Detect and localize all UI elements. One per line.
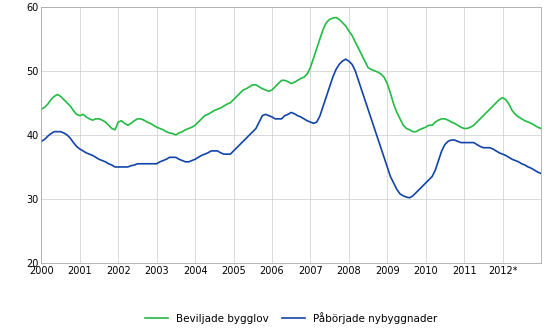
Påbörjade nybyggnader: [105, 162, 112, 166]
Påbörjade nybyggnader: [256, 120, 262, 124]
Påbörjade nybyggnader: [406, 196, 413, 200]
Beviljade bygglov: [333, 15, 339, 19]
Beviljade bygglov: [550, 111, 552, 114]
Beviljade bygglov: [38, 107, 45, 111]
Legend: Beviljade bygglov, Påbörjade nybyggnader: Beviljade bygglov, Påbörjade nybyggnader: [145, 312, 437, 324]
Beviljade bygglov: [157, 127, 163, 131]
Påbörjade nybyggnader: [157, 160, 163, 164]
Påbörjade nybyggnader: [47, 132, 54, 136]
Line: Påbörjade nybyggnader: Påbörjade nybyggnader: [41, 59, 552, 198]
Påbörjade nybyggnader: [342, 57, 349, 61]
Beviljade bygglov: [256, 85, 262, 89]
Beviljade bygglov: [47, 98, 54, 102]
Beviljade bygglov: [105, 123, 112, 127]
Påbörjade nybyggnader: [38, 139, 45, 143]
Line: Beviljade bygglov: Beviljade bygglov: [41, 17, 552, 154]
